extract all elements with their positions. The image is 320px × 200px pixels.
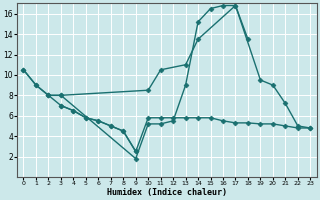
X-axis label: Humidex (Indice chaleur): Humidex (Indice chaleur) [107,188,227,197]
